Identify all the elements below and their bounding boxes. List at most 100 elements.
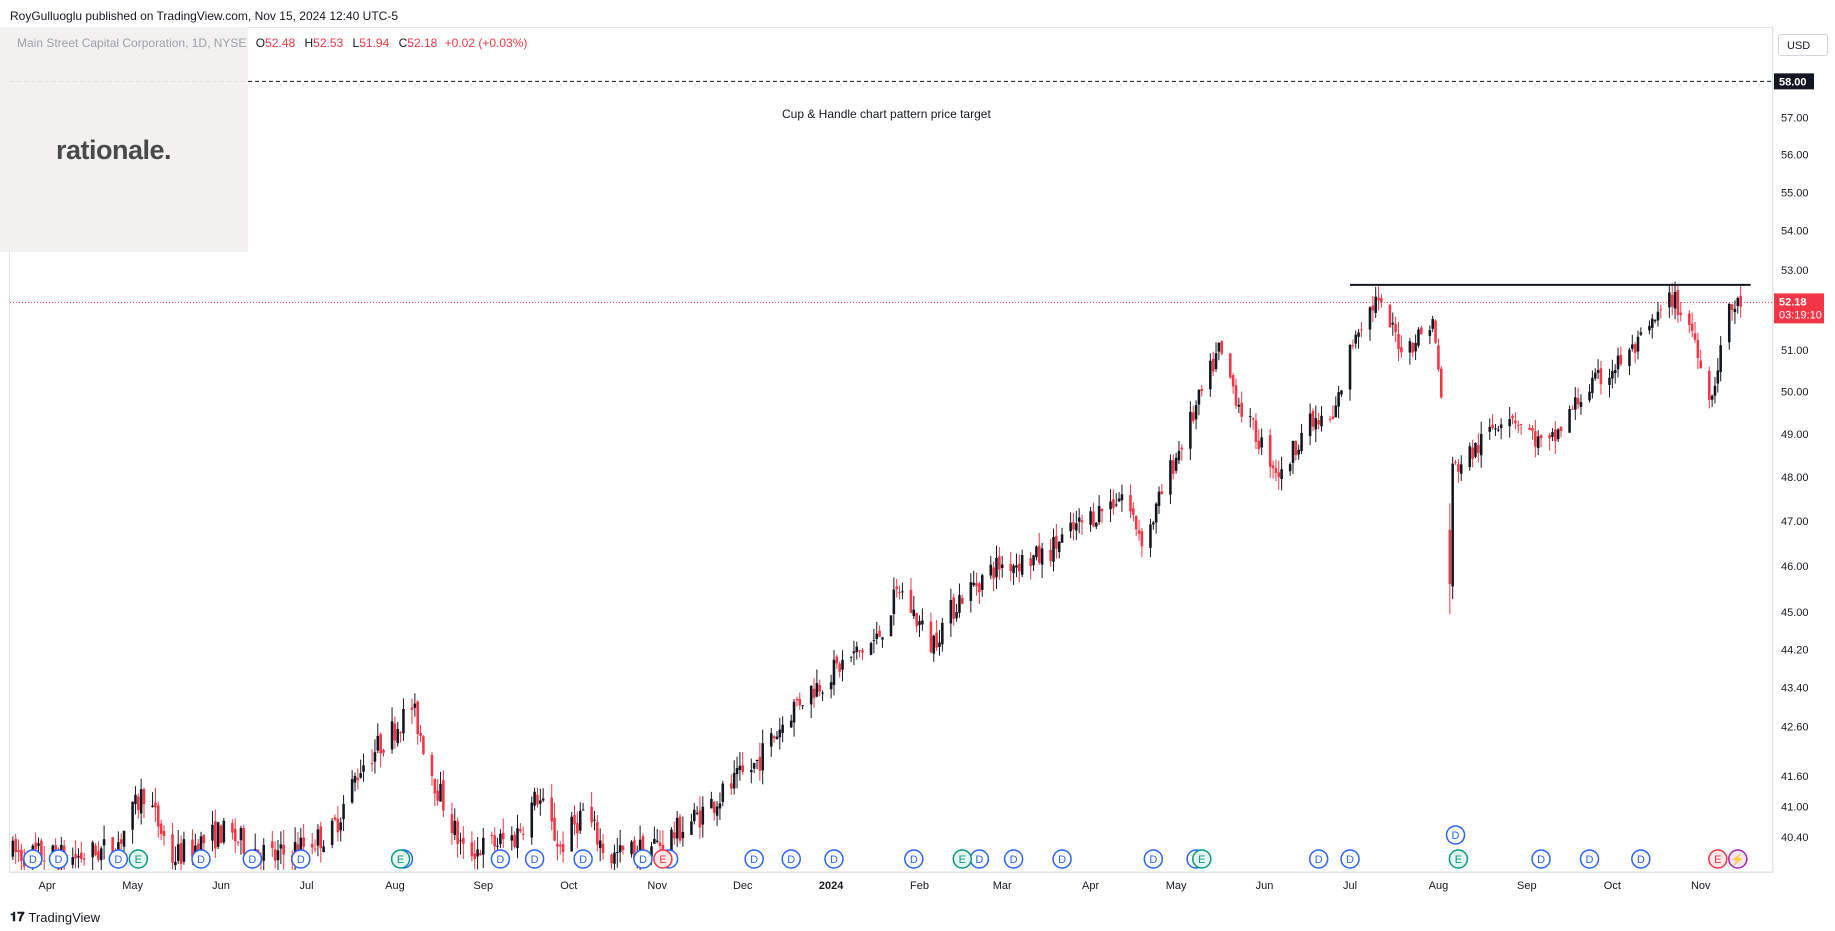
candle-body	[393, 723, 397, 741]
dividend-badge-icon[interactable]	[1143, 849, 1164, 869]
candle-body	[1020, 554, 1024, 575]
candle-body	[131, 801, 134, 830]
candle-body	[302, 837, 305, 847]
candle-body	[1676, 290, 1680, 315]
dividend-badge-icon-label: D	[975, 854, 983, 866]
candle-body	[1394, 323, 1397, 333]
candle-body	[721, 783, 725, 802]
candle-body	[898, 592, 901, 594]
candle-body	[316, 829, 320, 846]
earnings-badge-icon[interactable]	[952, 849, 973, 869]
candle-body	[1437, 345, 1440, 370]
candle-body	[690, 821, 693, 835]
candle-body	[1157, 491, 1161, 507]
candle-body	[1032, 555, 1035, 566]
dividend-badge-icon[interactable]	[108, 849, 129, 869]
dividend-badge-icon[interactable]	[1003, 849, 1024, 869]
candle-body	[191, 839, 194, 857]
candle-body	[1551, 432, 1554, 437]
candle-body	[1035, 546, 1038, 558]
price-target-tag	[1774, 73, 1814, 90]
candle-body	[1628, 349, 1631, 366]
dividend-badge-icon[interactable]	[242, 849, 263, 869]
earnings-badge-icon[interactable]	[1192, 849, 1212, 869]
candle-body	[1494, 428, 1497, 430]
candle-body	[1018, 563, 1021, 572]
earnings-badge-icon[interactable]	[1448, 849, 1469, 869]
candle-body	[521, 833, 525, 835]
candle-body	[596, 821, 599, 845]
dividend-badge-icon[interactable]	[48, 849, 69, 869]
dividend-badge-icon[interactable]	[781, 849, 801, 869]
earnings-badge-icon[interactable]	[390, 849, 411, 869]
candle-body	[71, 857, 75, 865]
candle-body	[1619, 354, 1623, 365]
candle-body	[342, 804, 345, 819]
dividend-badge-icon[interactable]	[1579, 849, 1600, 869]
split-badge-icon[interactable]	[1728, 849, 1748, 869]
dividend-badge-icon[interactable]	[1052, 849, 1072, 869]
candle-body	[330, 820, 334, 845]
earnings-badge-icon[interactable]	[128, 849, 149, 869]
candle-body	[1132, 508, 1135, 515]
candle-body	[1414, 342, 1417, 352]
candle-body	[37, 843, 40, 847]
dividend-badge-icon-label: D	[830, 854, 838, 866]
price-tick-label: 44.20	[1781, 644, 1809, 656]
dividend-badge-icon[interactable]	[1531, 849, 1551, 869]
candle-body	[710, 798, 713, 809]
dividend-badge-icon[interactable]	[904, 849, 924, 869]
candle-body	[1197, 389, 1201, 405]
dividend-badge-icon[interactable]	[1308, 849, 1329, 869]
dividend-badge-icon[interactable]	[490, 849, 511, 869]
last-price-tag-label: 52.18	[1779, 296, 1807, 308]
candle-body	[741, 765, 745, 772]
dividend-badge-icon[interactable]	[1631, 849, 1651, 869]
candle-body	[992, 567, 995, 579]
candle-body	[1420, 327, 1423, 335]
candle-body	[1727, 303, 1731, 343]
dividend-badge-icon-label: D	[248, 854, 256, 866]
candle-body	[972, 582, 975, 586]
legend-symbol[interactable]: Main Street Capital Corporation, 1D, NYS…	[17, 36, 247, 50]
dividend-badge-icon[interactable]	[23, 849, 43, 869]
candle-body	[1733, 308, 1737, 313]
dividend-badge-icon[interactable]	[524, 849, 545, 869]
candle-body	[1593, 372, 1597, 379]
price-tick-label: 55.00	[1781, 187, 1809, 199]
dividend-badge-icon[interactable]	[191, 849, 211, 869]
candle-body	[1719, 345, 1722, 372]
candle-body	[499, 833, 502, 845]
price-target-annotation[interactable]: Cup & Handle chart pattern price target	[782, 107, 991, 121]
candle-body	[1029, 558, 1032, 566]
upcoming-earnings-badge-icon[interactable]	[1708, 849, 1728, 869]
dividend-badge-icon[interactable]	[824, 849, 844, 869]
candle-body	[262, 844, 266, 861]
dividend-badge-icon[interactable]	[1445, 825, 1466, 845]
candle-body	[142, 789, 146, 805]
price-tick-label: 51.00	[1781, 345, 1809, 357]
candle-body	[1154, 503, 1158, 523]
dividend-badge-icon[interactable]	[573, 849, 593, 869]
candle-body	[881, 637, 884, 640]
footer-brand[interactable]: 𝟏𝟕 TradingView	[10, 909, 100, 925]
currency-button[interactable]: USD	[1778, 34, 1828, 56]
dividend-badge-icon[interactable]	[633, 849, 653, 869]
candle-body	[1057, 541, 1061, 553]
candle-body	[1653, 320, 1657, 322]
upcoming-earnings-badge-icon[interactable]	[653, 849, 673, 869]
candle-body	[496, 845, 499, 847]
candle-body	[1679, 312, 1683, 315]
candle-body	[122, 830, 126, 847]
dividend-badge-icon[interactable]	[744, 849, 764, 869]
price-tick-label: 46.00	[1781, 561, 1809, 573]
price-tick-label: 50.00	[1781, 387, 1809, 399]
candle-body	[1060, 534, 1064, 543]
dividend-badge-icon[interactable]	[1340, 849, 1360, 869]
candle-body	[222, 820, 226, 843]
candle-body	[812, 688, 816, 698]
candle-body	[1579, 402, 1583, 407]
dividend-badge-icon[interactable]	[291, 849, 311, 869]
candle-body	[410, 707, 414, 710]
